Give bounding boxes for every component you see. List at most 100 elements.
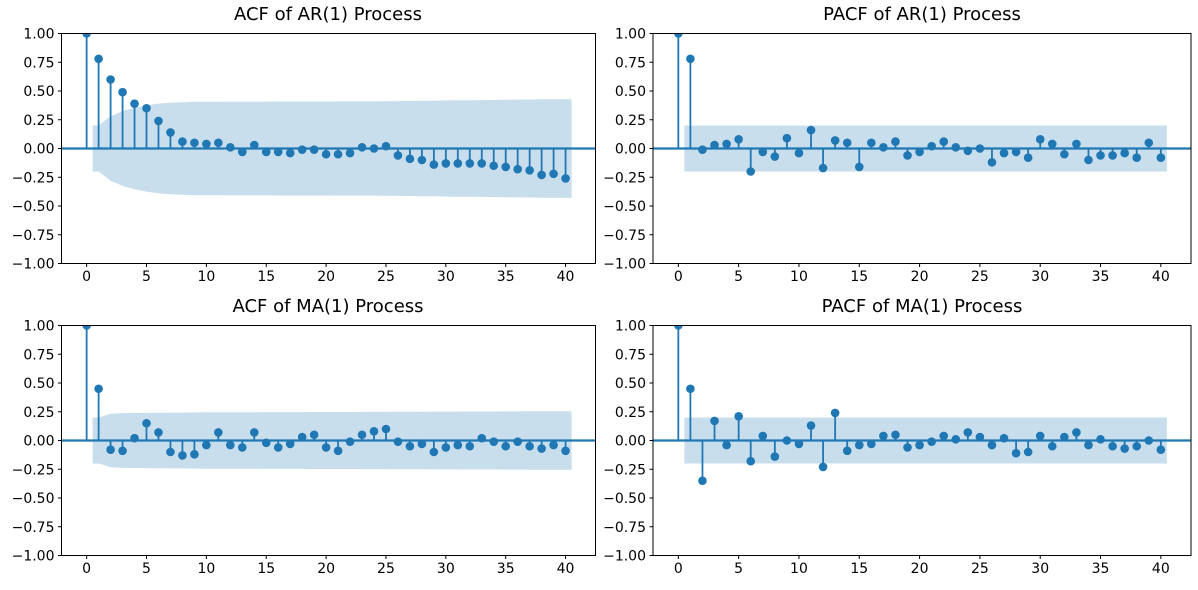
- stem-marker: [806, 125, 816, 135]
- stem-marker: [927, 141, 936, 151]
- x-axis-acf-ma1: 0 5 10 15 20 25 30 35 40: [82, 555, 575, 577]
- stem-marker: [1108, 151, 1117, 160]
- stem-marker: [130, 433, 139, 443]
- stem-marker: [782, 436, 792, 445]
- stem-marker: [417, 155, 427, 165]
- y-axis-pacf-ar1: 1.00 0.75 0.50 0.25 0.00 −0.25 −0.50 −0.75 −1.00: [603, 27, 653, 273]
- y-tick-label: −0.25: [12, 170, 55, 186]
- stem-marker: [686, 384, 695, 394]
- stem-marker: [794, 439, 804, 449]
- x-tick-label: 10: [790, 561, 808, 577]
- stem-marker: [758, 147, 768, 157]
- stem-marker: [249, 140, 259, 150]
- stem-marker: [453, 159, 463, 168]
- stem-marker: [1120, 148, 1129, 158]
- stem-marker: [1035, 431, 1045, 441]
- y-tick-label: −0.75: [12, 520, 55, 536]
- stem-marker: [178, 451, 187, 460]
- y-tick-label: 0.50: [615, 376, 646, 392]
- y-tick-label: −0.75: [603, 520, 646, 536]
- stem-marker: [106, 75, 115, 84]
- x-tick-label: 5: [142, 269, 151, 285]
- stem-marker: [1156, 445, 1166, 455]
- y-tick-label: 0.25: [23, 405, 54, 421]
- x-tick-label: 5: [734, 561, 743, 577]
- stem-marker: [746, 167, 756, 176]
- stems-pacf-ar1: [674, 33, 1166, 176]
- y-tick-label: 0.50: [23, 84, 54, 100]
- stem-marker: [1011, 147, 1021, 157]
- y-tick-label: −0.50: [12, 491, 55, 507]
- stem-marker: [166, 128, 175, 137]
- stem-marker: [202, 139, 211, 149]
- y-tick-label: −0.25: [603, 170, 646, 186]
- stem-marker: [453, 440, 463, 450]
- stem-marker: [710, 416, 719, 426]
- y-tick-label: 0.50: [615, 84, 646, 100]
- stem-marker: [501, 441, 511, 451]
- y-tick-label: 0.50: [23, 376, 54, 392]
- stem-marker: [999, 433, 1009, 443]
- stem-marker: [273, 147, 283, 157]
- stem-marker: [963, 428, 973, 437]
- x-tick-label: 40: [557, 561, 575, 577]
- x-tick-label: 40: [1152, 561, 1170, 577]
- x-tick-label: 15: [850, 269, 868, 285]
- y-tick-label: 1.00: [23, 319, 54, 335]
- stem-marker: [357, 143, 367, 152]
- stem-marker: [465, 159, 475, 168]
- stem-marker: [381, 424, 391, 434]
- stem-marker: [1132, 153, 1142, 162]
- stem-marker: [237, 443, 247, 452]
- stem-marker: [118, 87, 127, 97]
- stem-marker: [818, 163, 828, 173]
- stem-marker: [154, 428, 163, 437]
- stem-marker: [1120, 444, 1129, 453]
- x-tick-label: 10: [197, 269, 215, 285]
- stem-marker: [674, 33, 683, 38]
- stem-marker: [674, 325, 683, 330]
- stem-marker: [393, 437, 403, 446]
- x-tick-label: 10: [790, 269, 808, 285]
- stem-marker: [369, 427, 379, 436]
- stem-marker: [1084, 440, 1093, 450]
- y-tick-label: 0.75: [23, 55, 54, 71]
- stem-marker: [321, 443, 331, 452]
- y-tick-label: 1.00: [615, 27, 646, 43]
- stem-marker: [214, 138, 223, 148]
- stem-marker: [345, 148, 355, 158]
- stem-marker: [142, 103, 151, 113]
- x-tick-label: 40: [1152, 269, 1170, 285]
- stem-marker: [333, 149, 343, 159]
- stem-marker: [1144, 436, 1154, 445]
- stem-marker: [261, 147, 271, 157]
- stem-marker: [393, 151, 403, 160]
- stem-marker: [477, 159, 487, 168]
- stem-marker: [477, 433, 487, 443]
- x-tick-label: 25: [377, 269, 395, 285]
- stem-marker: [1084, 155, 1093, 165]
- x-tick-label: 20: [317, 269, 335, 285]
- plot-area-acf-ma1: [61, 325, 596, 470]
- stem-marker: [309, 145, 319, 154]
- x-tick-label: 5: [734, 269, 743, 285]
- y-tick-label: 1.00: [615, 319, 646, 335]
- stem-marker: [381, 141, 391, 151]
- x-tick-label: 0: [674, 561, 683, 577]
- stem-marker: [525, 166, 534, 175]
- stem-marker: [1096, 435, 1105, 444]
- y-tick-label: −1.00: [12, 549, 55, 565]
- stem-marker: [202, 440, 211, 450]
- y-tick-label: −1.00: [603, 257, 646, 273]
- x-tick-label: 40: [557, 269, 575, 285]
- stem-marker: [903, 151, 912, 160]
- y-tick-label: 0.75: [23, 347, 54, 363]
- y-tick-label: −0.50: [603, 199, 646, 215]
- y-tick-label: 0.00: [23, 434, 54, 450]
- x-axis-pacf-ma1: 0 5 10 15 20 25 30 35 40: [674, 555, 1170, 577]
- stem-marker: [178, 137, 187, 146]
- stem-marker: [891, 137, 900, 146]
- stem-marker: [405, 441, 415, 451]
- stem-marker: [915, 440, 924, 450]
